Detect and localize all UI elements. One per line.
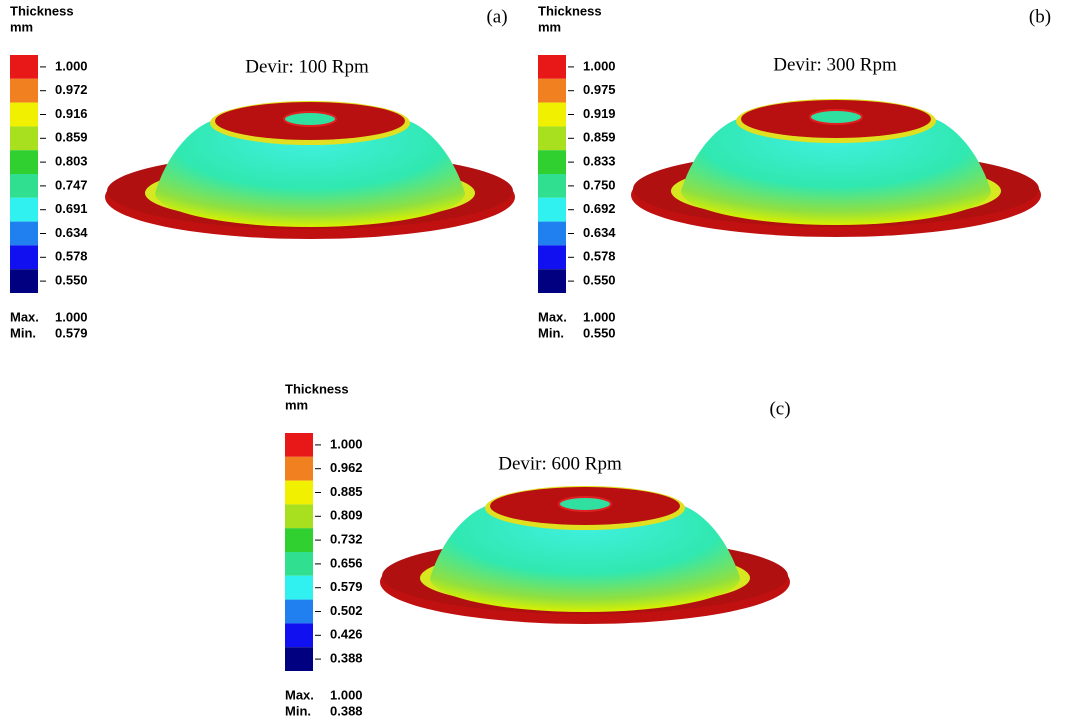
legend-title: Thickness	[285, 381, 349, 396]
hole	[810, 110, 862, 124]
legend-level: 0.833	[583, 154, 616, 169]
legend-swatch	[538, 55, 566, 79]
legend-swatch	[10, 79, 38, 103]
legend-swatch	[285, 481, 313, 505]
hole	[284, 112, 336, 126]
legend-swatch	[538, 245, 566, 269]
legend-swatch	[538, 174, 566, 198]
legend-level: 0.747	[55, 177, 88, 192]
legend-swatch	[10, 126, 38, 150]
legend-level: 0.502	[330, 603, 363, 618]
legend-level: 0.634	[583, 225, 616, 240]
legend-swatch	[285, 647, 313, 671]
legend-level: 0.962	[330, 460, 363, 475]
legend-swatch	[538, 269, 566, 293]
legend-level: 0.692	[583, 201, 616, 216]
legend-swatch	[10, 269, 38, 293]
legend-level: 1.000	[330, 436, 363, 451]
legend-title: Thickness	[538, 3, 602, 18]
legend-level: 0.550	[55, 273, 88, 288]
legend-swatch	[285, 552, 313, 576]
legend-swatch	[285, 504, 313, 528]
legend-swatch	[538, 126, 566, 150]
legend-swatch	[538, 198, 566, 222]
hole	[559, 497, 611, 511]
legend-level: 0.388	[330, 651, 363, 666]
legend-swatch	[10, 103, 38, 127]
min-label: Min.	[538, 325, 564, 340]
legend-unit: mm	[538, 19, 561, 34]
legend-level: 1.000	[55, 58, 88, 73]
legend-level: 0.919	[583, 106, 616, 121]
legend-swatch	[10, 55, 38, 79]
panel-label: (c)	[769, 398, 790, 419]
legend-level: 0.578	[583, 249, 616, 264]
legend-swatch	[538, 79, 566, 103]
legend-swatch	[285, 600, 313, 624]
legend-title: Thickness	[10, 3, 74, 18]
legend-level: 0.426	[330, 627, 363, 642]
legend-unit: mm	[10, 19, 33, 34]
legend-swatch	[538, 150, 566, 174]
legend-level: 0.859	[583, 130, 616, 145]
min-label: Min.	[10, 325, 36, 340]
legend-level: 0.579	[330, 579, 363, 594]
legend-swatch	[538, 222, 566, 246]
legend-level: 0.972	[55, 82, 88, 97]
legend-level: 0.859	[55, 130, 88, 145]
min-value: 0.579	[55, 325, 88, 340]
legend-swatch	[285, 433, 313, 457]
panel-label: (b)	[1029, 6, 1051, 27]
max-value: 1.000	[330, 687, 363, 702]
max-value: 1.000	[55, 309, 88, 324]
min-value: 0.388	[330, 703, 363, 718]
legend-unit: mm	[285, 397, 308, 412]
legend-level: 0.809	[330, 508, 363, 523]
legend-level: 0.803	[55, 154, 88, 169]
max-label: Max.	[285, 687, 314, 702]
legend-level: 0.691	[55, 201, 88, 216]
legend-level: 0.916	[55, 106, 88, 121]
legend-swatch	[285, 576, 313, 600]
legend-swatch	[10, 245, 38, 269]
panel-title: Devir: 100 Rpm	[245, 56, 369, 77]
legend-swatch	[10, 174, 38, 198]
legend-swatch	[10, 150, 38, 174]
legend-level: 0.578	[55, 249, 88, 264]
max-value: 1.000	[583, 309, 616, 324]
panel-title: Devir: 300 Rpm	[773, 54, 897, 75]
legend-swatch	[10, 198, 38, 222]
legend-level: 0.750	[583, 177, 616, 192]
legend-level: 0.732	[330, 532, 363, 547]
legend-level: 0.656	[330, 555, 363, 570]
min-label: Min.	[285, 703, 311, 718]
figure: (a)Devir: 100 RpmThicknessmm1.0000.9720.…	[0, 0, 1066, 726]
panel-label: (a)	[486, 6, 507, 27]
legend-level: 1.000	[583, 58, 616, 73]
legend-level: 0.550	[583, 273, 616, 288]
min-value: 0.550	[583, 325, 616, 340]
panel-title: Devir: 600 Rpm	[498, 453, 622, 474]
max-label: Max.	[10, 309, 39, 324]
legend-swatch	[10, 222, 38, 246]
legend-level: 0.634	[55, 225, 88, 240]
legend-swatch	[285, 457, 313, 481]
legend-swatch	[285, 623, 313, 647]
legend-level: 0.975	[583, 82, 616, 97]
legend-swatch	[538, 103, 566, 127]
legend-level: 0.885	[330, 484, 363, 499]
max-label: Max.	[538, 309, 567, 324]
legend-swatch	[285, 528, 313, 552]
